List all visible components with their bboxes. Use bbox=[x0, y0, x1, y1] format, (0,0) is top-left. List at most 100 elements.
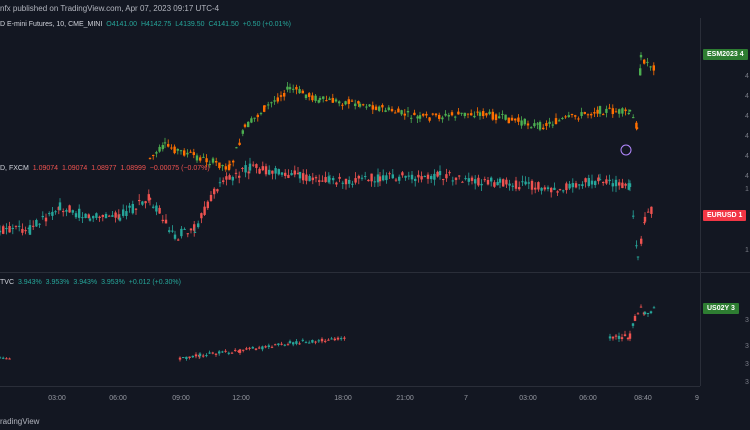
price-axis-tick: 4 bbox=[745, 113, 749, 120]
candle bbox=[577, 116, 580, 122]
candle bbox=[305, 169, 308, 185]
candle bbox=[621, 178, 624, 189]
candle bbox=[593, 107, 596, 117]
candle bbox=[183, 227, 186, 230]
candle bbox=[508, 179, 511, 191]
candle bbox=[378, 105, 381, 113]
time-axis-label: 18:00 bbox=[334, 395, 352, 402]
es-tag-value: 4 bbox=[739, 51, 744, 58]
candle-chart[interactable] bbox=[0, 18, 700, 386]
price-axis[interactable] bbox=[700, 18, 750, 386]
candle bbox=[224, 349, 227, 353]
candle bbox=[357, 100, 360, 107]
price-axis-tick: 4 bbox=[745, 173, 749, 180]
candle bbox=[131, 200, 134, 215]
candle bbox=[545, 120, 548, 130]
candle bbox=[618, 108, 621, 118]
candle bbox=[263, 105, 267, 110]
candle bbox=[647, 208, 650, 213]
pane-eur-symbol: D, FXCM bbox=[0, 165, 29, 172]
candle bbox=[108, 214, 111, 217]
es-price-tag: ESM2023 4 bbox=[703, 49, 748, 60]
candle bbox=[248, 346, 251, 351]
candle bbox=[288, 339, 292, 345]
candle bbox=[114, 210, 117, 223]
candle bbox=[626, 336, 630, 341]
candle bbox=[8, 221, 11, 233]
candle bbox=[237, 350, 240, 353]
pane-eur-label: D, FXCM 1.09074 1.09074 1.08977 1.08999 … bbox=[0, 165, 210, 172]
candle bbox=[155, 150, 158, 158]
candle bbox=[58, 198, 62, 211]
candle bbox=[351, 180, 354, 188]
candle bbox=[286, 82, 289, 93]
candle bbox=[441, 115, 444, 123]
candle bbox=[643, 310, 647, 315]
candle bbox=[274, 343, 277, 346]
chart-area[interactable]: D E-mini Futures, 10, CME_MINI O4141.00 … bbox=[0, 18, 700, 386]
candle bbox=[251, 346, 254, 349]
candle bbox=[267, 343, 270, 350]
candle bbox=[381, 103, 384, 113]
pane-eur-low: 1.08977 bbox=[91, 165, 117, 172]
candle bbox=[639, 52, 643, 61]
candle bbox=[617, 332, 621, 342]
candle bbox=[416, 114, 419, 123]
candle bbox=[480, 179, 483, 191]
candle bbox=[208, 160, 211, 168]
candle bbox=[639, 64, 642, 76]
candle bbox=[14, 225, 18, 230]
candle bbox=[428, 116, 431, 123]
price-axis-tick: 4 bbox=[745, 93, 749, 100]
candle bbox=[490, 176, 493, 187]
pane-us02y-symbol: TVC bbox=[0, 279, 14, 286]
candle bbox=[483, 176, 486, 183]
candle bbox=[636, 312, 640, 315]
candle bbox=[258, 345, 261, 350]
candle bbox=[163, 137, 167, 149]
candle bbox=[334, 97, 338, 103]
candle bbox=[296, 166, 300, 175]
candle bbox=[434, 113, 438, 118]
candle bbox=[633, 314, 637, 322]
candle bbox=[454, 115, 457, 121]
candle bbox=[194, 352, 198, 359]
candle bbox=[258, 167, 261, 175]
candle bbox=[354, 172, 357, 185]
candle bbox=[192, 148, 195, 159]
candle bbox=[98, 215, 101, 222]
candle bbox=[649, 65, 652, 71]
candle bbox=[640, 235, 643, 247]
pane-es-high: H4142.75 bbox=[140, 21, 172, 28]
candle bbox=[624, 182, 627, 189]
candle bbox=[308, 340, 311, 344]
candle bbox=[454, 177, 458, 185]
candle bbox=[205, 353, 208, 358]
candle bbox=[256, 113, 259, 122]
candle bbox=[147, 189, 150, 203]
candle bbox=[252, 161, 255, 168]
candle bbox=[234, 168, 238, 179]
candle bbox=[583, 111, 586, 115]
pane-divider[interactable] bbox=[0, 272, 700, 273]
candle bbox=[148, 196, 152, 206]
candle bbox=[574, 180, 578, 189]
candle bbox=[161, 215, 164, 224]
candle bbox=[536, 121, 539, 130]
candle bbox=[621, 107, 624, 117]
candle bbox=[403, 109, 406, 120]
candle bbox=[344, 178, 348, 190]
time-axis[interactable]: 03:00 06:00 09:00 12:00 18:00 21:00 7 03:00 06:0… bbox=[0, 386, 700, 415]
candle bbox=[478, 110, 482, 120]
candle bbox=[590, 174, 594, 189]
candle bbox=[215, 157, 218, 167]
candle bbox=[158, 144, 161, 153]
candle bbox=[390, 106, 394, 113]
candle bbox=[280, 172, 284, 177]
candle bbox=[565, 181, 568, 194]
candle bbox=[614, 175, 618, 193]
eurusd-tag-value: 1 bbox=[738, 212, 743, 219]
candle bbox=[425, 111, 428, 119]
candle bbox=[298, 85, 301, 94]
candle bbox=[241, 128, 244, 137]
